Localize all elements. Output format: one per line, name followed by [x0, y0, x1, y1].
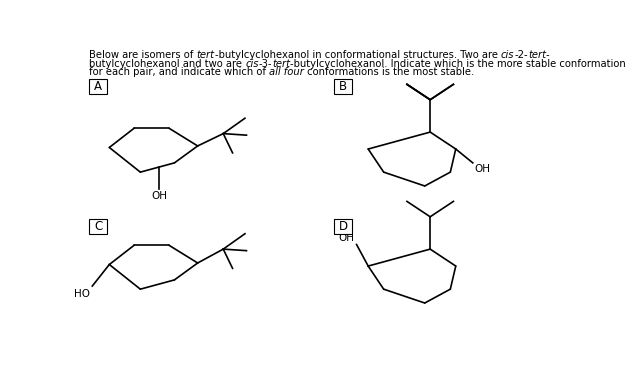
Text: cis: cis: [245, 59, 259, 69]
Text: C: C: [94, 220, 102, 233]
Text: HO: HO: [74, 289, 90, 299]
Text: all four: all four: [269, 67, 304, 78]
Text: tert: tert: [197, 50, 215, 60]
Text: OH: OH: [474, 164, 490, 175]
Text: Below are isomers of: Below are isomers of: [89, 50, 197, 60]
Text: B: B: [339, 80, 347, 93]
Text: conformations is the most stable.: conformations is the most stable.: [304, 67, 474, 78]
Text: OH: OH: [338, 233, 354, 243]
FancyBboxPatch shape: [334, 219, 352, 234]
Text: -butylcyclohexanol. Indicate which is the more stable conformation: -butylcyclohexanol. Indicate which is th…: [290, 59, 626, 69]
Text: D: D: [339, 220, 348, 233]
Text: A: A: [94, 80, 102, 93]
Text: OH: OH: [151, 191, 167, 201]
FancyBboxPatch shape: [89, 79, 107, 94]
FancyBboxPatch shape: [89, 219, 107, 234]
Text: tert: tert: [272, 59, 290, 69]
Text: cis: cis: [501, 50, 514, 60]
Text: tert-: tert-: [528, 50, 550, 60]
Text: -2-: -2-: [514, 50, 528, 60]
FancyBboxPatch shape: [334, 79, 352, 94]
Text: for each pair, and indicate which of: for each pair, and indicate which of: [89, 67, 269, 78]
Text: -butylcyclohexanol in conformational structures. Two are: -butylcyclohexanol in conformational str…: [215, 50, 501, 60]
Text: butylcyclohexanol and two are: butylcyclohexanol and two are: [89, 59, 245, 69]
Text: -3-: -3-: [259, 59, 272, 69]
